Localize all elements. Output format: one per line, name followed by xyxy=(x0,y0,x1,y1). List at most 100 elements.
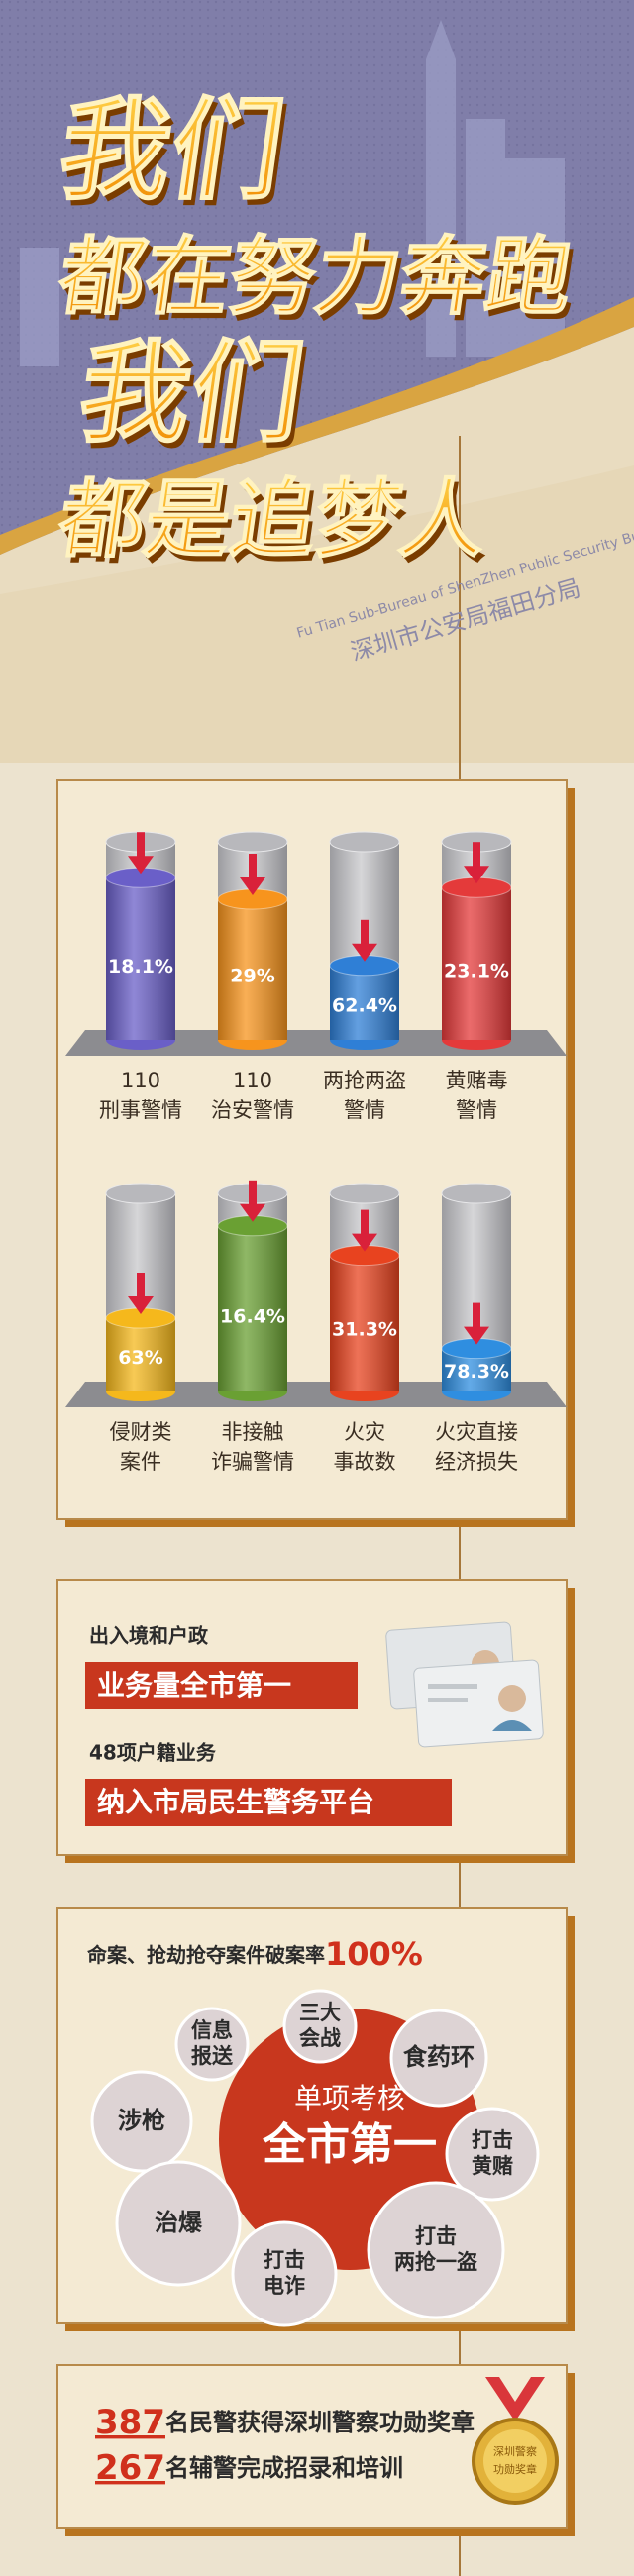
value-label: 78.3% xyxy=(444,1361,509,1383)
value-label: 31.3% xyxy=(332,1319,397,1341)
arrow-head xyxy=(464,866,489,884)
tube-top xyxy=(329,1183,400,1204)
value-label: 62.4% xyxy=(332,995,397,1017)
category-label: 火灾直接 xyxy=(435,1420,518,1444)
value-label: 23.1% xyxy=(444,960,509,981)
swoosh-gold xyxy=(0,297,634,555)
platform xyxy=(65,1030,567,1056)
fill-shine xyxy=(330,965,399,1040)
bubble-label: 信息 xyxy=(191,2018,233,2042)
bubble-label: 黄赌 xyxy=(472,2154,513,2178)
arrow-shaft xyxy=(137,1273,145,1298)
medal-text: 功勋奖章 xyxy=(493,2462,537,2476)
category-label: 刑事警情 xyxy=(99,1098,182,1122)
category-label: 警情 xyxy=(344,1098,385,1122)
title-shadow: 都在努力奔跑 xyxy=(56,234,582,333)
headline: 命案、抢劫抢夺案件破案率100% xyxy=(87,1935,423,1973)
fill-shine xyxy=(442,887,511,1040)
bubble-label: 打击 xyxy=(264,2248,305,2272)
arrow-head xyxy=(464,1326,489,1345)
tube-top xyxy=(105,1183,176,1204)
arrow-shaft xyxy=(473,842,480,869)
award-line: 267名辅警完成招录和培训 xyxy=(95,2448,403,2488)
arrow-head xyxy=(128,856,154,875)
tube-top xyxy=(329,831,400,853)
value-label: 29% xyxy=(230,966,274,987)
bubble-label: 两抢一盗 xyxy=(394,2250,477,2274)
value-label: 16.4% xyxy=(220,1305,285,1327)
category-label: 110 xyxy=(233,1069,272,1092)
title-text: 都在努力奔跑 xyxy=(53,228,579,327)
fill-shine xyxy=(218,899,287,1040)
medal-text: 深圳警察 xyxy=(493,2444,537,2458)
arrow-head xyxy=(128,1296,154,1314)
service-banner: 业务量全市第一 xyxy=(97,1669,291,1701)
category-label: 经济损失 xyxy=(435,1450,518,1474)
category-label: 事故数 xyxy=(334,1450,396,1474)
bubble xyxy=(445,2107,540,2202)
arrow-shaft xyxy=(361,1209,369,1236)
bubble-label: 会战 xyxy=(299,2026,341,2050)
category-label: 治安警情 xyxy=(211,1098,294,1122)
arrow-shaft xyxy=(473,1302,480,1329)
title-text: 我们 xyxy=(52,86,291,215)
bubble-label: 三大 xyxy=(299,2001,341,2024)
category-label: 警情 xyxy=(456,1098,497,1122)
bubble-label: 报送 xyxy=(191,2044,234,2068)
category-label: 110 xyxy=(121,1069,160,1092)
arrow-shaft xyxy=(361,919,369,946)
platform xyxy=(65,1382,567,1407)
arrow-head xyxy=(352,943,377,962)
value-label: 63% xyxy=(118,1347,162,1369)
award-text: 名民警获得深圳警察功勋奖章 xyxy=(165,2409,475,2436)
headline-highlight: 100% xyxy=(325,1935,423,1973)
award-line: 387名民警获得深圳警察功勋奖章 xyxy=(95,2403,475,2442)
bubble xyxy=(90,2070,193,2173)
arrow-shaft xyxy=(137,832,145,859)
bubble-label: 打击 xyxy=(415,2224,457,2248)
title-shadow: 我们 xyxy=(55,92,295,221)
tube-top xyxy=(441,1183,512,1204)
bubble-label: 治爆 xyxy=(155,2209,203,2236)
banner-bg xyxy=(85,1779,452,1826)
center-label: 全市第一 xyxy=(262,2119,437,2170)
headline-text: 命案、抢劫抢夺案件破案率 xyxy=(87,1943,325,1967)
fill-shine xyxy=(330,1255,399,1391)
award-text: 名辅警完成招录和培训 xyxy=(165,2454,403,2482)
bubble xyxy=(367,2181,505,2319)
arrow-head xyxy=(352,1233,377,1252)
bubble xyxy=(282,1989,358,2064)
arrow-head xyxy=(240,877,265,895)
bubble-label: 食药环 xyxy=(403,2043,475,2071)
fill-shine xyxy=(106,1318,175,1391)
category-label: 火灾 xyxy=(344,1420,385,1444)
category-label: 案件 xyxy=(120,1450,161,1474)
value-label: 18.1% xyxy=(108,956,173,978)
title-shadow: 我们 xyxy=(75,335,315,464)
category-label: 非接触 xyxy=(222,1420,284,1444)
tube-top xyxy=(217,831,288,853)
arrow-shaft xyxy=(249,1180,257,1206)
bubble-label: 打击 xyxy=(472,2128,513,2152)
category-label: 侵财类 xyxy=(110,1420,172,1444)
id-card-illustration xyxy=(385,1621,544,1748)
arrow-shaft xyxy=(249,854,257,879)
fill-shine xyxy=(106,877,175,1040)
service-caption: 48项户籍业务 xyxy=(89,1741,217,1765)
title-shadow: 都是追梦人 xyxy=(56,476,497,575)
category-label: 两抢两盗 xyxy=(323,1069,406,1092)
bubble xyxy=(231,2220,338,2327)
bubble xyxy=(389,2009,488,2108)
medal xyxy=(472,2377,559,2505)
skyline xyxy=(20,20,565,366)
center-label: 单项考核 xyxy=(294,2082,405,2114)
bubble xyxy=(115,2160,242,2287)
bubble-label: 电诈 xyxy=(264,2274,305,2298)
title-text: 我们 xyxy=(71,329,311,458)
